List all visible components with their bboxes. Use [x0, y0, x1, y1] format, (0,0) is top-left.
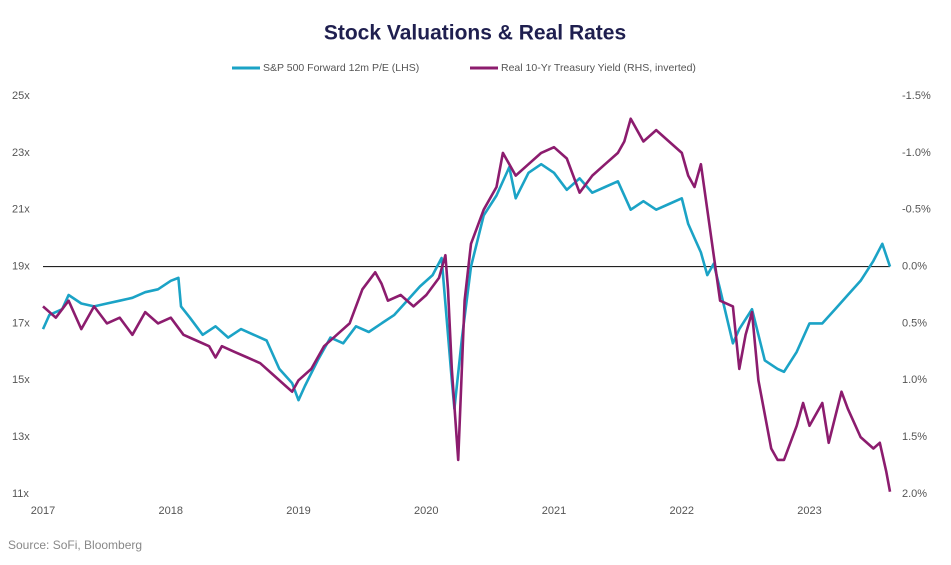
- y2-tick-label: -1.0%: [902, 147, 931, 159]
- chart-title: Stock Valuations & Real Rates: [324, 22, 626, 45]
- source-note: Source: SoFi, Bloomberg: [8, 538, 142, 552]
- y-tick-label: 11x: [12, 488, 29, 500]
- y-tick-label: 15x: [12, 374, 30, 386]
- y2-tick-label: 0.5%: [902, 317, 927, 329]
- y2-tick-label: 2.0%: [902, 488, 927, 500]
- x-tick-label: 2021: [542, 505, 566, 517]
- x-tick-label: 2022: [670, 505, 694, 517]
- x-tick-label: 2019: [286, 505, 310, 517]
- y-tick-label: 25x: [12, 90, 30, 102]
- y2-tick-label: 1.5%: [902, 431, 927, 443]
- y2-tick-label: -1.5%: [902, 90, 931, 102]
- y-tick-label: 19x: [12, 260, 30, 272]
- x-tick-label: 2017: [31, 505, 55, 517]
- y2-tick-label: 0.0%: [902, 260, 927, 272]
- x-tick-label: 2018: [159, 505, 183, 517]
- legend-label: S&P 500 Forward 12m P/E (LHS): [263, 62, 419, 74]
- series-line: [41, 162, 892, 410]
- x-tick-label: 2023: [797, 505, 821, 517]
- x-tick-label: 2020: [414, 505, 438, 517]
- y-tick-label: 23x: [12, 147, 30, 159]
- y-tick-label: 13x: [12, 431, 30, 443]
- y-tick-label: 21x: [12, 204, 30, 216]
- y2-tick-label: 1.0%: [902, 374, 927, 386]
- series-line: [42, 117, 892, 492]
- y-tick-label: 17x: [12, 317, 30, 329]
- y2-tick-label: -0.5%: [902, 204, 931, 216]
- legend-label: Real 10-Yr Treasury Yield (RHS, inverted…: [501, 62, 696, 74]
